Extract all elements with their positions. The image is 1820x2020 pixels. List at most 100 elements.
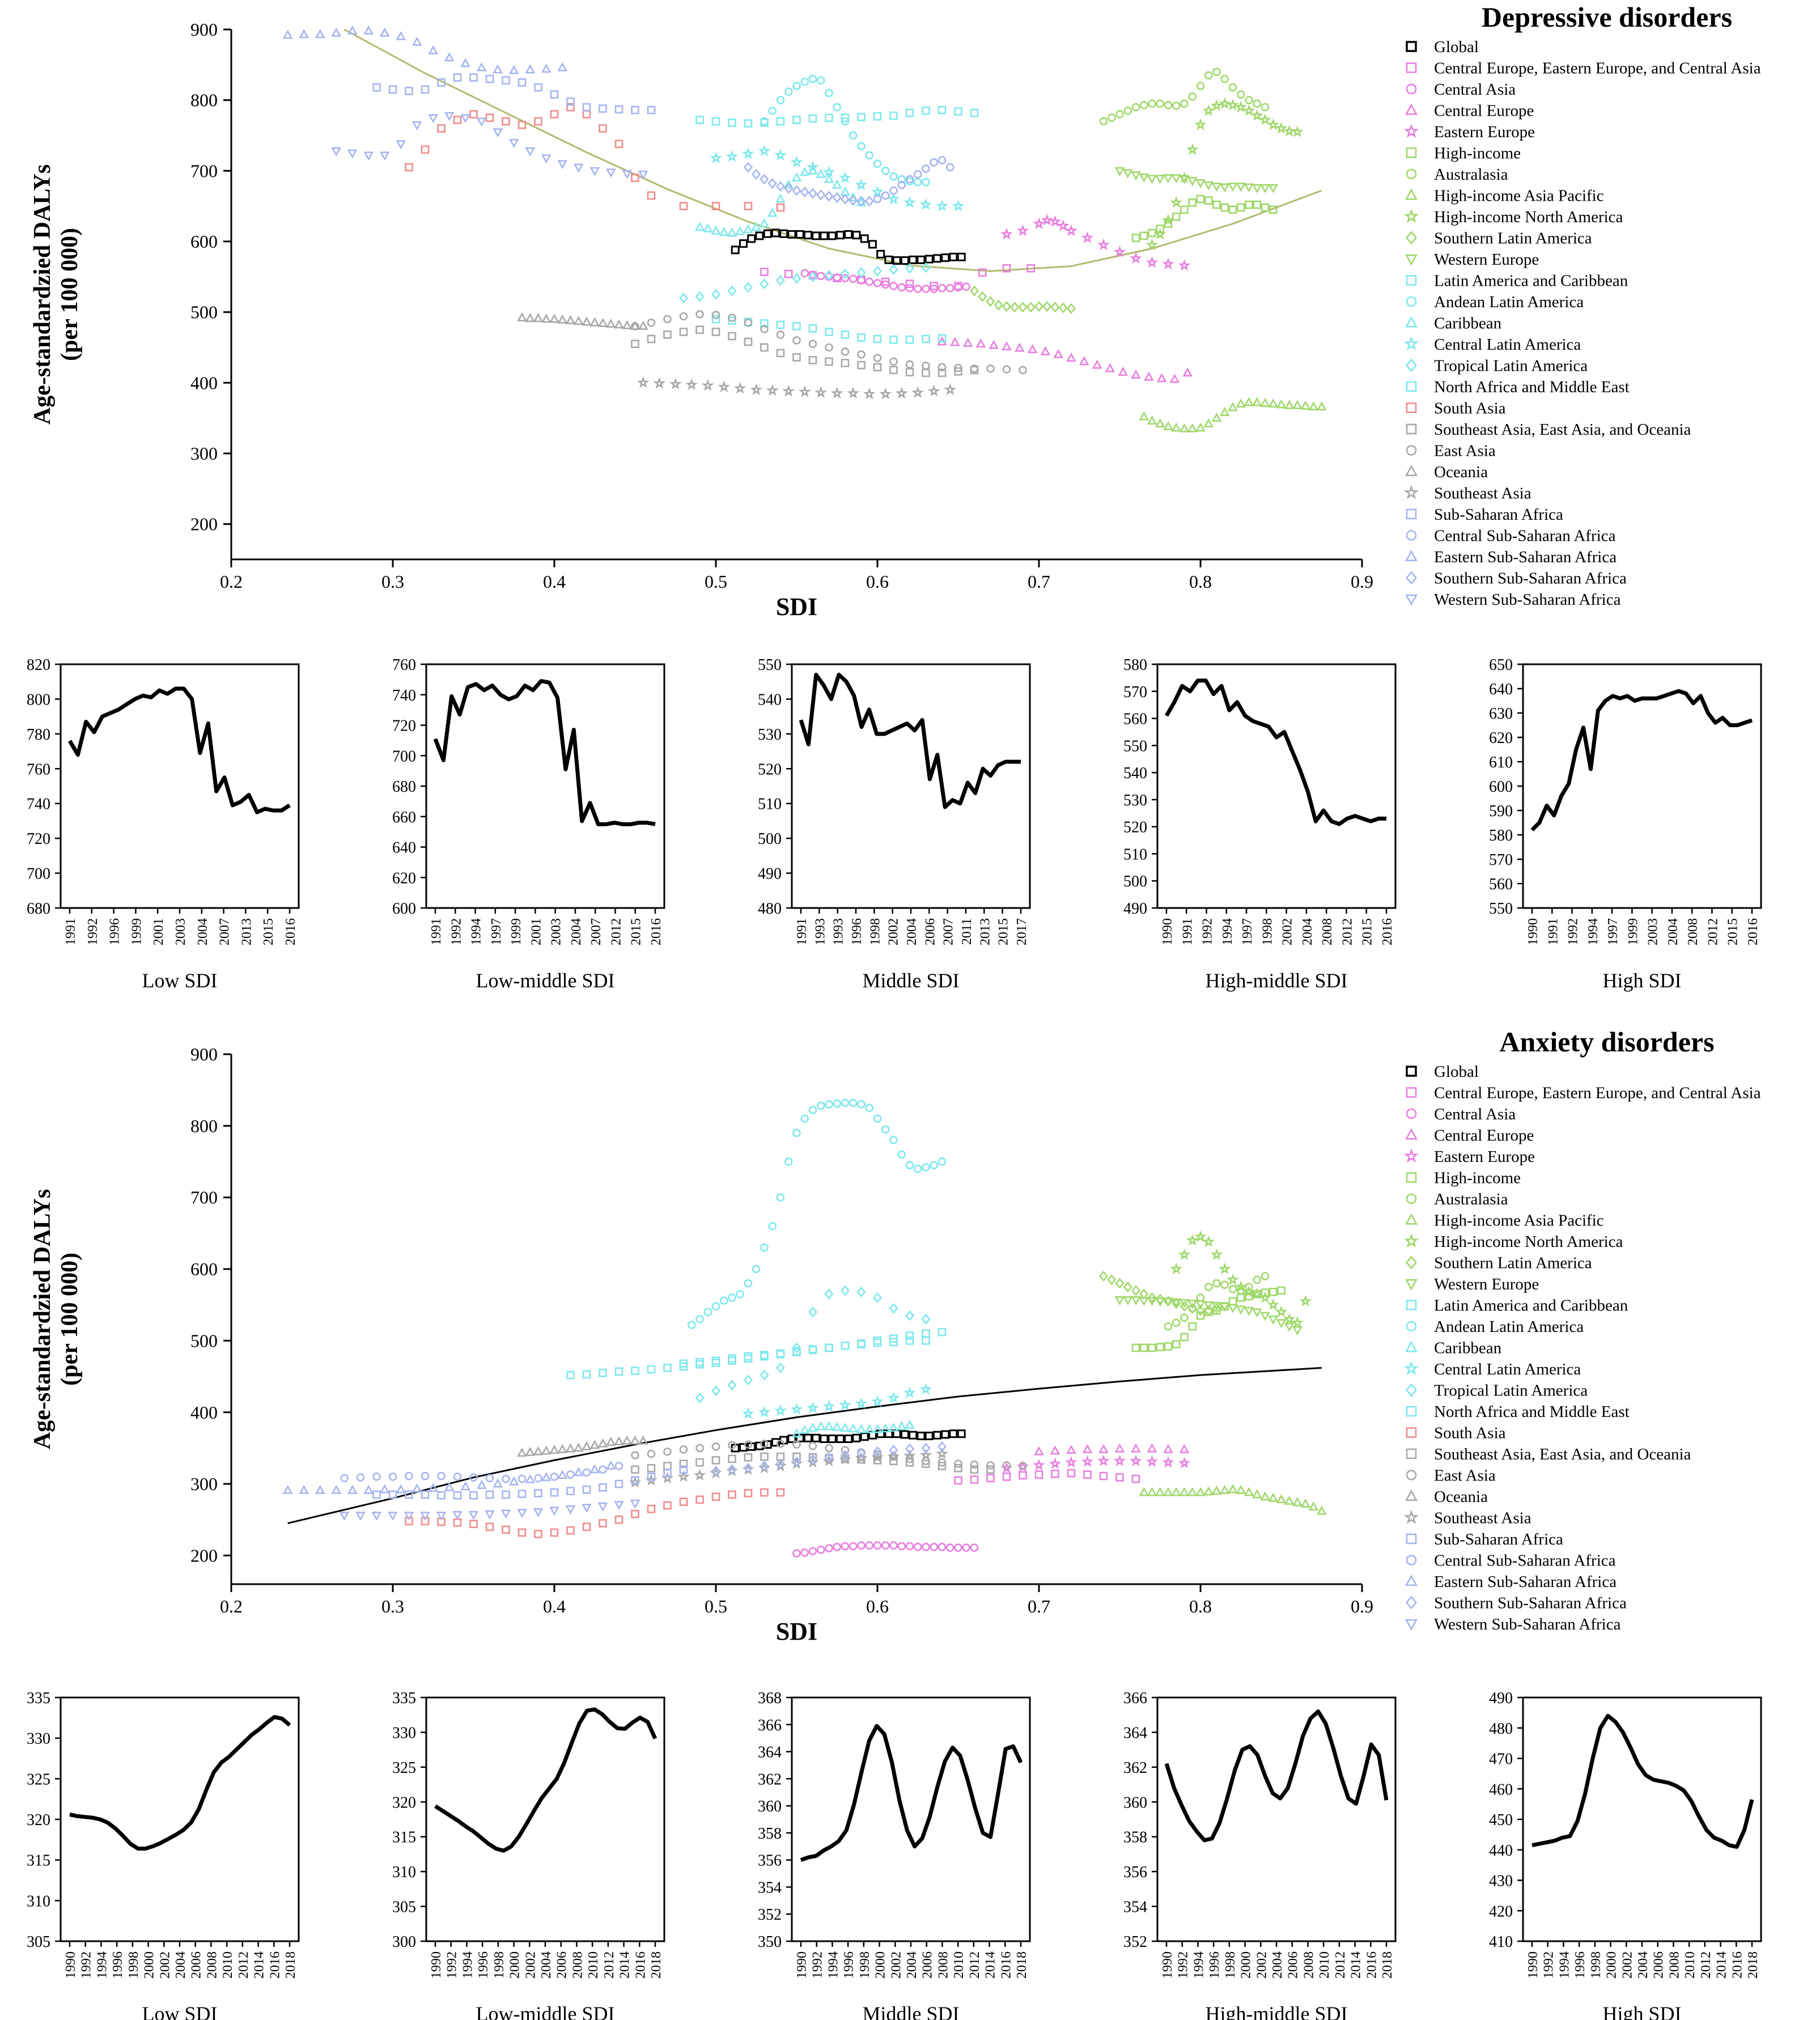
data-point (1211, 1302, 1222, 1312)
data-point (930, 1161, 939, 1170)
data-point (897, 1150, 906, 1159)
data-point (549, 1506, 559, 1516)
data-point (631, 340, 639, 349)
y-tick-label: 560 (1489, 876, 1513, 893)
plot-frame (1156, 663, 1397, 909)
data-point (701, 379, 714, 391)
x-tick-label: 2014 (1349, 1951, 1364, 1979)
y-tick-label: 640 (1489, 681, 1513, 698)
data-point (469, 1491, 478, 1500)
data-point (808, 324, 817, 333)
x-tick-label: 2018 (283, 1951, 298, 1979)
legend-label: Tropical Latin America (1434, 357, 1588, 375)
legend-label: Eastern Europe (1434, 123, 1535, 141)
data-point (752, 169, 761, 180)
y-tick-label: 320 (392, 1794, 416, 1811)
data-point (299, 1484, 309, 1494)
y-tick-label: 362 (758, 1771, 782, 1788)
data-point (1196, 1305, 1205, 1316)
legend-marker (1405, 550, 1418, 562)
data-point (677, 1470, 690, 1482)
y-axis-label: Age-standardzied DALYs (29, 164, 56, 425)
legend-label: South Asia (1434, 400, 1506, 418)
data-point (760, 278, 769, 290)
data-point (1067, 1469, 1076, 1478)
data-point (1268, 398, 1279, 408)
data-point (1139, 1297, 1149, 1306)
data-point (1180, 1332, 1189, 1342)
data-point (711, 1456, 720, 1465)
legend-marker (1403, 1361, 1419, 1376)
y-tick-label: 720 (392, 718, 416, 735)
x-tick-label: 2016 (633, 1951, 648, 1979)
data-point (614, 1367, 623, 1376)
data-point (1034, 1470, 1043, 1479)
data-point (855, 1452, 868, 1463)
data-point (828, 1435, 837, 1444)
data-point (857, 350, 866, 359)
legend-marker (1406, 445, 1417, 456)
data-point (502, 1525, 510, 1534)
legend-label: High-income Asia Pacific (1434, 1212, 1604, 1230)
legend-marker (1405, 254, 1418, 266)
x-tick-label: 1996 (850, 918, 864, 945)
data-point (881, 1125, 890, 1134)
legend-label: South Asia (1434, 1424, 1506, 1442)
data-point (1131, 370, 1141, 379)
data-point (792, 336, 801, 345)
plot-frame (791, 663, 1031, 909)
data-point (911, 386, 924, 398)
data-point (517, 1474, 527, 1483)
data-point (881, 167, 890, 175)
data-point (663, 1462, 672, 1470)
data-point (1250, 1287, 1263, 1300)
data-point (460, 114, 471, 124)
data-point (517, 1528, 527, 1537)
data-point (841, 268, 850, 279)
data-point (1163, 1487, 1173, 1496)
data-point (453, 1491, 462, 1500)
data-point (508, 65, 519, 74)
x-tick-label: 1996 (1207, 1951, 1222, 1979)
x-tick-label: 0.2 (220, 571, 243, 592)
data-point (760, 1440, 769, 1448)
panel-label: High-middle SDI (1206, 2002, 1348, 2020)
legend-marker (1405, 1595, 1418, 1610)
data-point (739, 239, 748, 248)
data-point (614, 319, 624, 329)
data-point (873, 112, 882, 121)
x-tick-label: 2002 (523, 1951, 538, 1979)
data-point (856, 196, 866, 207)
data-point (631, 1509, 639, 1518)
data-point (550, 90, 559, 99)
x-tick-label: 2002 (1254, 1951, 1269, 1979)
data-point (631, 1451, 639, 1459)
data-point (844, 1435, 853, 1444)
data-point (1002, 1472, 1011, 1481)
panel-label: Middle SDI (863, 2002, 960, 2020)
legend-label: Eastern Europe (1434, 1148, 1535, 1166)
data-point (791, 172, 802, 182)
series-eastern-europe (1000, 214, 1191, 271)
data-point (1204, 196, 1213, 205)
data-point (905, 108, 914, 117)
data-point (839, 1453, 851, 1465)
x-tick-label: 2004 (905, 918, 919, 945)
data-point (1261, 103, 1270, 112)
data-point (820, 231, 829, 240)
data-point (922, 177, 930, 186)
data-point (1040, 346, 1051, 355)
data-point (792, 322, 801, 330)
data-point (954, 107, 962, 116)
data-point (1179, 1299, 1190, 1309)
legend-marker (1405, 358, 1418, 372)
data-point (1187, 423, 1198, 432)
x-tick-label: 2006 (920, 1951, 935, 1979)
data-point (808, 188, 817, 199)
data-point (622, 320, 633, 329)
data-point (1179, 1444, 1190, 1453)
y-tick-label: 470 (1489, 1751, 1513, 1768)
data-point (1180, 99, 1189, 108)
data-point (711, 1385, 720, 1397)
data-point (1308, 401, 1319, 411)
